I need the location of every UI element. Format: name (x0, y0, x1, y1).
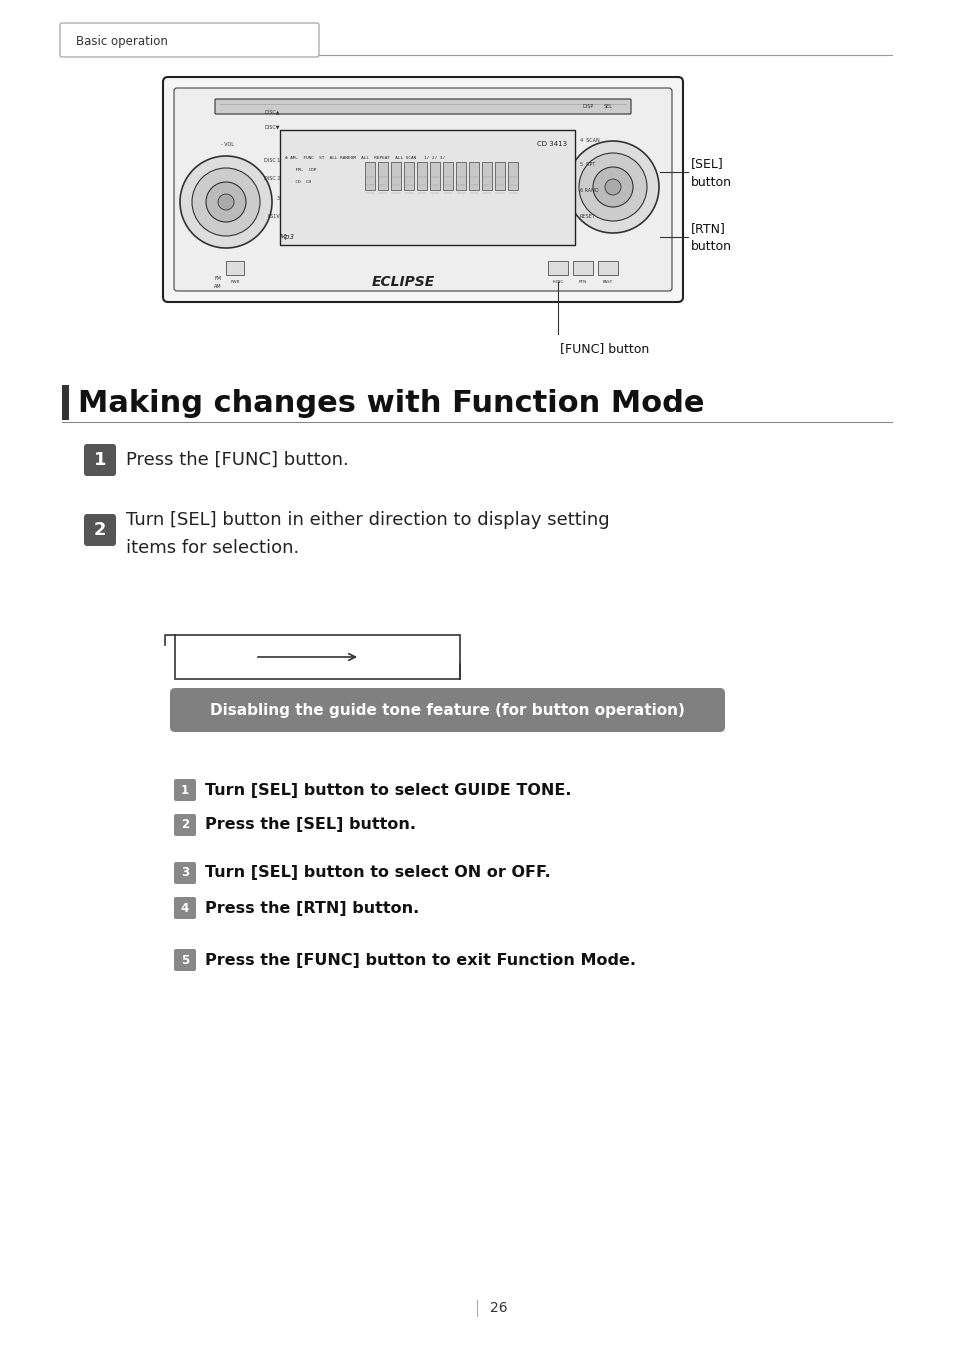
Text: [FUNC] button: [FUNC] button (559, 343, 649, 355)
Bar (403, 163, 414, 190)
Text: items for selection.: items for selection. (126, 539, 299, 557)
Text: 5: 5 (181, 954, 189, 966)
Text: DISC▲: DISC▲ (264, 110, 280, 115)
Circle shape (566, 141, 659, 233)
FancyBboxPatch shape (170, 688, 724, 732)
Bar (481, 163, 492, 190)
Text: Making changes with Function Mode: Making changes with Function Mode (78, 389, 703, 417)
Text: DISC 2: DISC 2 (263, 176, 280, 182)
Text: 4: 4 (181, 901, 189, 915)
Bar (226, 262, 244, 275)
FancyBboxPatch shape (173, 948, 195, 972)
Text: DISC▼: DISC▼ (264, 125, 280, 130)
Text: 2: 2 (93, 522, 106, 539)
Circle shape (180, 156, 272, 248)
FancyBboxPatch shape (173, 88, 671, 291)
Bar (456, 163, 465, 190)
Text: Press the [FUNC] button.: Press the [FUNC] button. (126, 451, 349, 469)
Bar (547, 262, 567, 275)
Text: ⊕ AM₂  FUNC  ST  ALL RANDOM  ALL  REPEAT  ALL SCAN   1/ 2/ 3/: ⊕ AM₂ FUNC ST ALL RANDOM ALL REPEAT ALL … (285, 156, 445, 160)
Bar (507, 163, 517, 190)
Text: DISP: DISP (581, 104, 593, 110)
Text: 4  SCAN: 4 SCAN (579, 137, 599, 142)
Bar (174, 635, 459, 679)
Circle shape (578, 153, 646, 221)
Bar (416, 163, 427, 190)
Text: FUNC: FUNC (552, 280, 563, 285)
Text: Turn [SEL] button in either direction to display setting: Turn [SEL] button in either direction to… (126, 511, 609, 528)
Text: RESET: RESET (579, 214, 595, 220)
Text: 26: 26 (490, 1301, 507, 1314)
Text: AM: AM (214, 285, 222, 290)
FancyBboxPatch shape (214, 99, 630, 114)
Circle shape (206, 182, 246, 222)
Text: ECLIPSE: ECLIPSE (371, 275, 435, 289)
FancyBboxPatch shape (84, 514, 116, 546)
FancyBboxPatch shape (84, 444, 116, 476)
Text: [SEL]: [SEL] (690, 157, 723, 171)
Text: [RTN]: [RTN] (690, 222, 725, 236)
Text: Turn [SEL] button to select ON or OFF.: Turn [SEL] button to select ON or OFF. (205, 866, 550, 881)
Text: PWR: PWR (230, 280, 239, 285)
Text: 5  RPT: 5 RPT (579, 161, 595, 167)
Circle shape (604, 179, 620, 195)
Text: PAST: PAST (602, 280, 613, 285)
Circle shape (192, 168, 260, 236)
Bar (442, 163, 453, 190)
Text: - VOL: - VOL (221, 141, 233, 146)
FancyBboxPatch shape (173, 897, 195, 919)
Text: Mp3: Mp3 (280, 234, 294, 240)
Text: button: button (690, 240, 731, 253)
Circle shape (593, 167, 633, 207)
Text: 6 RAND: 6 RAND (579, 187, 598, 192)
Text: 1: 1 (181, 783, 189, 797)
Text: CD  CH: CD CH (285, 180, 311, 184)
Bar (469, 163, 478, 190)
Text: Press the [RTN] button.: Press the [RTN] button. (205, 901, 418, 916)
Text: Turn [SEL] button to select GUIDE TONE.: Turn [SEL] button to select GUIDE TONE. (205, 782, 571, 798)
FancyBboxPatch shape (173, 814, 195, 836)
Text: RTN: RTN (578, 280, 586, 285)
Text: 2: 2 (181, 818, 189, 832)
Bar (430, 163, 439, 190)
Text: 3: 3 (181, 866, 189, 879)
Text: SEL: SEL (603, 104, 612, 110)
Circle shape (218, 194, 233, 210)
Text: 1: 1 (93, 451, 106, 469)
Text: FM₂  CDP: FM₂ CDP (285, 168, 316, 172)
Text: Press the [FUNC] button to exit Function Mode.: Press the [FUNC] button to exit Function… (205, 953, 636, 967)
Bar (280, 130, 575, 245)
FancyBboxPatch shape (173, 862, 195, 883)
Text: CD 3413: CD 3413 (537, 141, 566, 146)
Bar (377, 163, 388, 190)
Text: button: button (690, 176, 731, 188)
Text: ES1V: ES1V (267, 214, 280, 220)
FancyBboxPatch shape (60, 23, 318, 57)
FancyBboxPatch shape (173, 779, 195, 801)
Text: Disabling the guide tone feature (for button operation): Disabling the guide tone feature (for bu… (210, 703, 683, 718)
Bar (495, 163, 504, 190)
Bar (573, 262, 593, 275)
Text: 3: 3 (276, 195, 280, 201)
Text: Press the [SEL] button.: Press the [SEL] button. (205, 817, 416, 832)
Text: DISC 1: DISC 1 (263, 157, 280, 163)
Bar (391, 163, 400, 190)
FancyBboxPatch shape (163, 77, 682, 302)
Bar (62, 385, 69, 420)
Bar (365, 163, 375, 190)
Text: Basic operation: Basic operation (76, 34, 168, 47)
Text: FM: FM (214, 276, 221, 282)
Bar (598, 262, 618, 275)
